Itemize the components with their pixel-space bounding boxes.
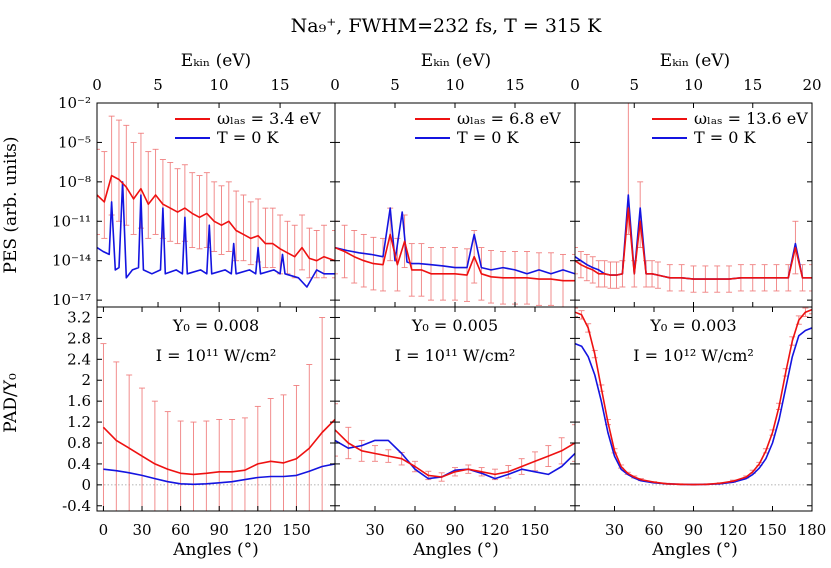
legend-label: ωₗₐₛ = 13.6 eV: [694, 109, 808, 128]
plot-area: [97, 115, 335, 288]
bottom-axis-label-1: Angles (°): [172, 540, 259, 560]
y-tick-label: -0.4: [62, 497, 91, 515]
x-tick-label: 150: [521, 521, 550, 539]
x-tick-label: 150: [282, 521, 311, 539]
series-line: [335, 207, 575, 275]
y-tick-label: 2: [81, 371, 91, 389]
bottom-axis-label-2: Angles (°): [412, 540, 499, 560]
y-tick-label: 10⁻⁸: [58, 173, 91, 191]
legend-label: T = 0 K: [457, 128, 520, 147]
series-line: [103, 463, 335, 486]
y-tick-label: 0: [81, 476, 91, 494]
y-tick-label: 2.4: [67, 350, 91, 368]
x-tick-label: 15: [505, 76, 524, 94]
plot-area: [335, 403, 575, 486]
x-tick-label: 5: [153, 76, 163, 94]
x-tick-label: 90: [445, 521, 464, 539]
x-tick-label: 15: [743, 76, 762, 94]
series-line: [97, 174, 335, 262]
x-tick-label: 5: [390, 76, 400, 94]
series-line: [102, 418, 335, 476]
x-tick-label: 0: [99, 521, 109, 539]
x-tick-label: 60: [644, 521, 663, 539]
series-line: [335, 439, 575, 480]
y-tick-label: 2.8: [67, 329, 91, 347]
x-tick-label: 20: [802, 76, 821, 94]
series-line: [97, 181, 335, 288]
panel-pes-1: 0 5 10 15 10⁻² 10⁻⁵ 10⁻⁸ 10⁻¹¹ 10⁻¹⁴ 10⁻¹⁷ ωₗₐₛ = …: [52, 76, 336, 309]
panel-frame: [574, 306, 813, 512]
y-tick-label: 10⁻¹¹: [52, 212, 91, 230]
plot-area: [575, 307, 812, 486]
panel-pad-2: 30 60 90 120 150 Y₀ = 0.005 I = 10¹¹ W/cm²: [334, 306, 576, 539]
y-tick-label: 0.8: [67, 434, 91, 452]
panel-annotation: Y₀ = 0.005: [411, 316, 498, 335]
error-bars: [97, 115, 335, 279]
plot-area: [575, 103, 812, 293]
x-tick-label: 120: [243, 521, 272, 539]
top-axis-label-2: Eₖᵢₙ (eV): [421, 51, 491, 71]
x-tick-label: 30: [605, 521, 624, 539]
top-axis-label-3: Eₖᵢₙ (eV): [660, 51, 730, 71]
x-tick-label: 60: [171, 521, 190, 539]
series-line: [575, 308, 812, 486]
top-axis-label-1: Eₖᵢₙ (eV): [181, 51, 251, 71]
x-tick-label: 120: [481, 521, 510, 539]
x-tick-label: 0: [92, 76, 102, 94]
panel-pes-2: 0 5 10 15 ωₗₐₛ = 6.8 eVT = 0 K: [330, 76, 576, 308]
x-tick-label: 15: [271, 76, 290, 94]
figure-title: Na₉⁺, FWHM=232 fs, T = 315 K: [291, 15, 602, 37]
series-line: [335, 429, 575, 478]
x-tick-label: 120: [719, 521, 748, 539]
legend-label: ωₗₐₛ = 3.4 eV: [217, 109, 321, 128]
series-line: [335, 233, 575, 282]
panel-annotation: I = 10¹¹ W/cm²: [395, 346, 516, 365]
panel-annotation: I = 10¹¹ W/cm²: [156, 346, 277, 365]
x-tick-label: 5: [629, 76, 639, 94]
y-tick-label: 10⁻¹⁷: [52, 291, 91, 309]
y-tick-label: 10⁻²: [58, 94, 91, 112]
y-tick-label: 10⁻¹⁴: [52, 252, 91, 270]
panel-annotation: Y₀ = 0.003: [649, 316, 736, 335]
x-tick-label: 150: [758, 521, 787, 539]
y-tick-label: 3.2: [67, 308, 91, 326]
x-tick-label: 30: [132, 521, 151, 539]
series-line: [575, 207, 812, 280]
legend-label: ωₗₐₛ = 6.8 eV: [457, 109, 561, 128]
error-bars: [335, 207, 575, 307]
x-tick-label: 0: [570, 76, 580, 94]
x-tick-label: 60: [405, 521, 424, 539]
legend-label: T = 0 K: [694, 128, 757, 147]
y-tick-label: 1.6: [67, 392, 91, 410]
panel-pad-3: 30 60 90 120 150 180 Y₀ = 0.003 I = 10¹² W/cm²: [574, 306, 827, 539]
y-tick-label: 10⁻⁵: [58, 133, 91, 151]
error-bars: [100, 307, 335, 511]
panel-frame: [334, 306, 576, 512]
panel-annotation: I = 10¹² W/cm²: [633, 346, 754, 365]
plot-area: [97, 307, 335, 511]
pes-y-axis-label: PES (arb. units): [1, 136, 21, 273]
y-tick-label: 1.2: [67, 413, 91, 431]
plot-area: [335, 207, 575, 307]
panel-pes-3: 0 5 10 15 20 ωₗₐₛ = 13.6 eVT = 0 K: [570, 76, 822, 308]
legend-label: T = 0 K: [217, 128, 280, 147]
y-tick-label: 0.4: [67, 455, 91, 473]
x-tick-label: 90: [210, 521, 229, 539]
x-tick-label: 10: [210, 76, 229, 94]
pad-y-axis-label: PAD/Y₀: [1, 373, 21, 433]
x-tick-label: 0: [330, 76, 340, 94]
x-tick-label: 30: [365, 521, 384, 539]
bottom-axis-label-3: Angles (°): [651, 540, 738, 560]
panel-frame: [96, 102, 336, 308]
panel-frame: [96, 306, 336, 512]
x-tick-label: 10: [445, 76, 464, 94]
panel-pad-1: 0 30 60 90 120 150 -0.4 0 0.4 0.8 1.2 1.6 2 2.4 2.8 3.2…: [62, 306, 336, 539]
panels: 0 5 10 15 10⁻² 10⁻⁵ 10⁻⁸ 10⁻¹¹ 10⁻¹⁴ 10⁻¹⁷ ωₗₐₛ = …: [52, 76, 826, 539]
x-tick-label: 180: [798, 521, 827, 539]
x-tick-label: 90: [684, 521, 703, 539]
panel-annotation: Y₀ = 0.008: [172, 316, 259, 335]
x-tick-label: 10: [684, 76, 703, 94]
